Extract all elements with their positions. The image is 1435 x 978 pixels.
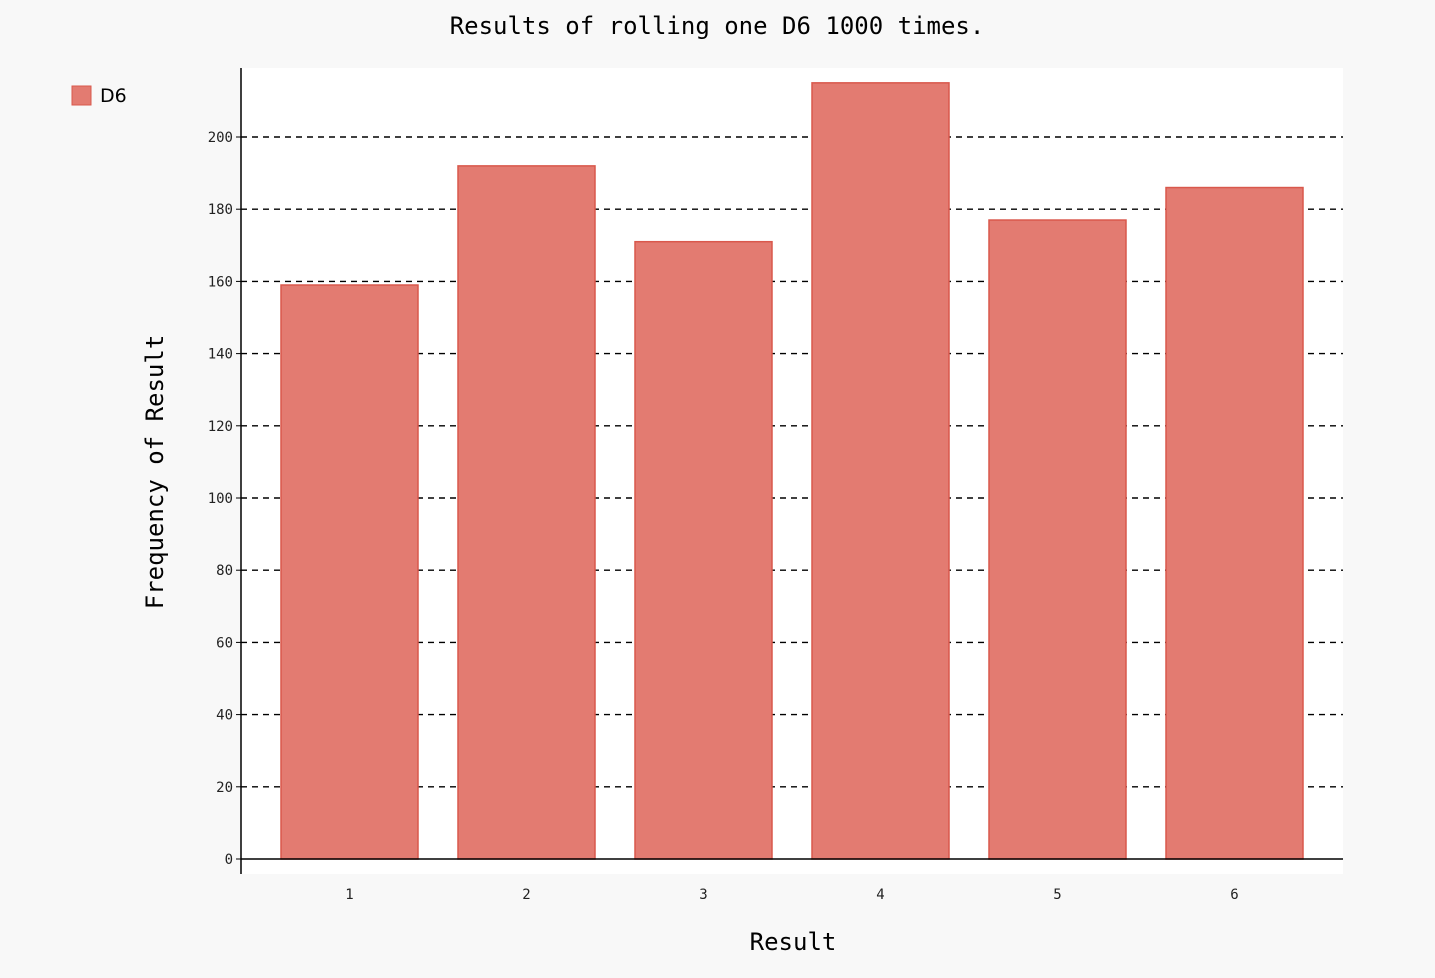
legend[interactable]: D6 <box>71 85 127 107</box>
y-tick-label: 0 <box>225 852 233 868</box>
y-tick-label: 40 <box>216 708 233 724</box>
x-tick-label: 3 <box>699 887 707 903</box>
y-tick-label: 180 <box>208 202 233 218</box>
y-tick-labels: 0 20 40 60 80 100 120 140 160 180 200 <box>208 130 241 868</box>
y-tick-label: 80 <box>216 563 233 579</box>
y-tick-label: 60 <box>216 635 233 651</box>
bars <box>280 82 1304 860</box>
plot-area <box>241 68 1343 874</box>
x-tick-label: 6 <box>1230 887 1238 903</box>
bar-4[interactable] <box>811 82 950 860</box>
y-tick-label: 200 <box>208 130 233 146</box>
chart-title: Results of rolling one D6 1000 times. <box>450 12 985 40</box>
bar-3[interactable] <box>634 240 773 860</box>
gridlines <box>241 136 1343 788</box>
legend-swatch <box>71 85 92 106</box>
x-axis-title: Result <box>750 928 837 956</box>
x-tick-label: 5 <box>1053 887 1061 903</box>
y-tick-label: 120 <box>208 419 233 435</box>
x-tick-label: 4 <box>876 887 884 903</box>
bar-1[interactable] <box>280 284 419 860</box>
x-tick-label: 1 <box>345 887 353 903</box>
bar-2[interactable] <box>457 165 596 860</box>
y-tick-label: 100 <box>208 491 233 507</box>
y-tick-label: 20 <box>216 780 233 796</box>
y-tick-label: 140 <box>208 347 233 363</box>
bar-5[interactable] <box>988 219 1127 860</box>
x-tick-label: 2 <box>522 887 530 903</box>
y-axis-title: Frequency of Result <box>141 335 169 610</box>
legend-label: D6 <box>100 85 127 107</box>
y-tick-label: 160 <box>208 274 233 290</box>
x-tick-labels: 1 2 3 4 5 6 <box>345 887 1238 903</box>
bar-6[interactable] <box>1165 186 1304 860</box>
